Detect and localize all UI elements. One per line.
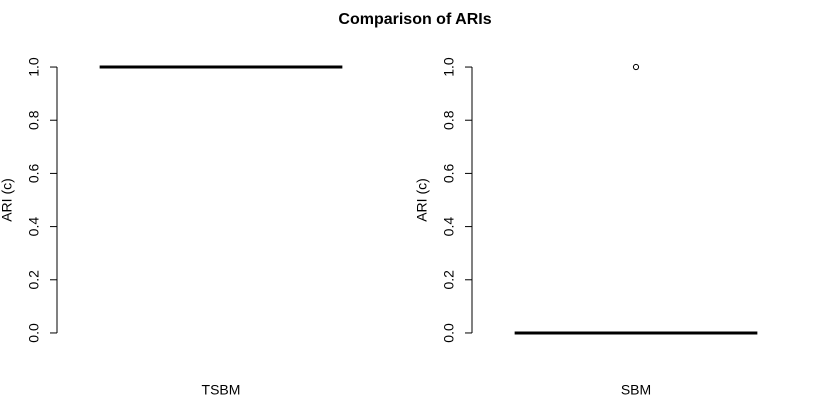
y-tick-label: 0.8	[26, 110, 42, 130]
x-tick-label: TSBM	[202, 382, 241, 398]
y-axis-label: ARI (c)	[0, 178, 15, 222]
y-tick-label: 1.0	[26, 57, 42, 77]
outlier	[632, 63, 640, 71]
figure-title: Comparison of ARIs	[338, 11, 491, 28]
y-tick-label: 0.0	[441, 323, 457, 343]
y-tick-label: 0.4	[26, 217, 42, 237]
y-tick-label: 0.0	[26, 323, 42, 343]
y-tick-label: 0.6	[26, 163, 42, 183]
y-tick-label: 0.4	[441, 217, 457, 237]
y-axis-label: ARI (c)	[414, 178, 430, 222]
y-tick-label: 1.0	[441, 57, 457, 77]
y-tick-label: 0.8	[441, 110, 457, 130]
x-tick-label: SBM	[621, 382, 651, 398]
y-tick-label: 0.2	[26, 270, 42, 290]
y-tick-label: 0.2	[441, 270, 457, 290]
y-tick-label: 0.6	[441, 163, 457, 183]
